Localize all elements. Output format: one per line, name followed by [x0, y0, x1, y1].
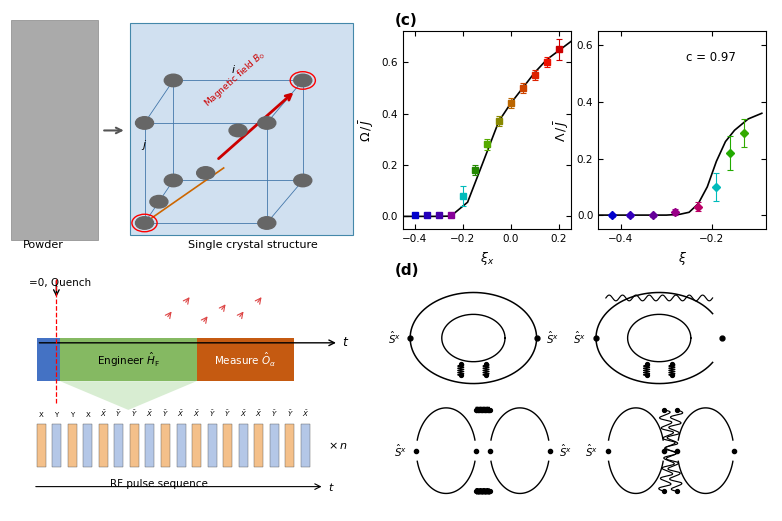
- FancyBboxPatch shape: [130, 424, 139, 467]
- FancyBboxPatch shape: [130, 23, 353, 235]
- Text: (c): (c): [395, 13, 418, 28]
- Polygon shape: [60, 381, 197, 410]
- Text: $i$: $i$: [231, 63, 236, 75]
- Circle shape: [258, 217, 276, 229]
- FancyBboxPatch shape: [68, 424, 77, 467]
- FancyBboxPatch shape: [270, 424, 279, 467]
- Text: $\hat{S}^x$: $\hat{S}^x$: [388, 330, 400, 346]
- Circle shape: [164, 174, 182, 187]
- X-axis label: $\xi$: $\xi$: [678, 250, 687, 267]
- FancyBboxPatch shape: [37, 424, 45, 467]
- Text: $t$: $t$: [328, 480, 335, 493]
- Circle shape: [197, 167, 214, 179]
- Text: $\bar{X}$: $\bar{X}$: [255, 409, 263, 419]
- Text: X: X: [39, 412, 44, 418]
- Y-axis label: $\Omega\,/\,\bar{J}$: $\Omega\,/\,\bar{J}$: [357, 118, 376, 142]
- Text: $\bar{X}$: $\bar{X}$: [146, 409, 153, 419]
- FancyBboxPatch shape: [114, 424, 124, 467]
- Circle shape: [150, 195, 168, 208]
- Circle shape: [258, 117, 276, 129]
- Text: $\times\, n$: $\times\, n$: [328, 440, 347, 451]
- FancyBboxPatch shape: [208, 424, 217, 467]
- Text: $\bar{Y}$: $\bar{Y}$: [131, 409, 138, 419]
- Text: (d): (d): [395, 263, 419, 278]
- Circle shape: [135, 117, 153, 129]
- Text: Y: Y: [70, 412, 74, 418]
- Text: Single crystal structure: Single crystal structure: [188, 241, 317, 251]
- Text: X: X: [85, 412, 90, 418]
- Text: Engineer $\hat{H}_\mathrm{F}$: Engineer $\hat{H}_\mathrm{F}$: [97, 351, 160, 369]
- Circle shape: [164, 74, 182, 86]
- Text: RF pulse sequence: RF pulse sequence: [110, 479, 208, 489]
- Text: Y: Y: [55, 412, 59, 418]
- FancyBboxPatch shape: [197, 338, 294, 381]
- Text: $\hat{S}^x$: $\hat{S}^x$: [573, 330, 586, 346]
- FancyBboxPatch shape: [161, 424, 170, 467]
- Circle shape: [229, 124, 247, 137]
- Text: $\bar{Y}$: $\bar{Y}$: [116, 409, 122, 419]
- Text: $\bar{Y}$: $\bar{Y}$: [209, 409, 216, 419]
- Text: $\bar{Y}$: $\bar{Y}$: [224, 409, 231, 419]
- FancyBboxPatch shape: [177, 424, 185, 467]
- Circle shape: [294, 74, 312, 86]
- FancyBboxPatch shape: [239, 424, 248, 467]
- Text: $\bar{Y}$: $\bar{Y}$: [271, 409, 278, 419]
- Text: $t$: $t$: [343, 337, 350, 349]
- FancyBboxPatch shape: [254, 424, 264, 467]
- Circle shape: [135, 217, 153, 229]
- Text: $\hat{S}^x$: $\hat{S}^x$: [393, 442, 407, 459]
- Text: Powder: Powder: [23, 241, 64, 251]
- Text: $\bar{X}$: $\bar{X}$: [193, 409, 200, 419]
- FancyBboxPatch shape: [52, 424, 61, 467]
- FancyBboxPatch shape: [37, 338, 60, 381]
- Text: $\bar{Y}$: $\bar{Y}$: [162, 409, 169, 419]
- FancyBboxPatch shape: [145, 424, 155, 467]
- FancyBboxPatch shape: [223, 424, 232, 467]
- Text: $\hat{S}^x$: $\hat{S}^x$: [559, 442, 572, 459]
- Text: $\bar{X}$: $\bar{X}$: [178, 409, 185, 419]
- Text: $j$: $j$: [141, 138, 147, 152]
- Text: =0, Quench: =0, Quench: [30, 278, 91, 288]
- FancyBboxPatch shape: [99, 424, 108, 467]
- Y-axis label: $\Lambda\,/\,\bar{J}$: $\Lambda\,/\,\bar{J}$: [553, 119, 572, 142]
- FancyBboxPatch shape: [192, 424, 201, 467]
- Text: $\hat{S}^x$: $\hat{S}^x$: [546, 330, 559, 346]
- Text: Measure $\hat{O}_\alpha$: Measure $\hat{O}_\alpha$: [214, 351, 277, 369]
- FancyBboxPatch shape: [285, 424, 295, 467]
- FancyBboxPatch shape: [301, 424, 310, 467]
- FancyBboxPatch shape: [83, 424, 92, 467]
- Text: Magnetic field $B_0$: Magnetic field $B_0$: [201, 48, 267, 110]
- Text: c = 0.97: c = 0.97: [686, 51, 736, 64]
- Circle shape: [294, 174, 312, 187]
- Text: $\bar{Y}$: $\bar{Y}$: [286, 409, 293, 419]
- FancyBboxPatch shape: [60, 338, 197, 381]
- FancyBboxPatch shape: [12, 20, 98, 241]
- Text: $\bar{X}$: $\bar{X}$: [99, 409, 107, 419]
- X-axis label: $\xi_x$: $\xi_x$: [479, 250, 494, 267]
- Text: $\bar{X}$: $\bar{X}$: [239, 409, 247, 419]
- Text: $\bar{X}$: $\bar{X}$: [302, 409, 309, 419]
- Text: $\hat{S}^x$: $\hat{S}^x$: [585, 442, 598, 459]
